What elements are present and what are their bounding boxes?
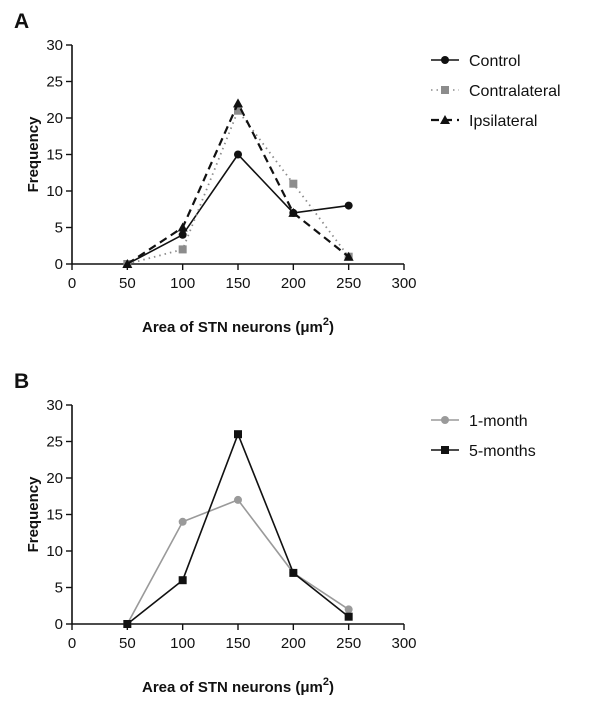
y-tick-label: 15: [46, 507, 63, 524]
data-point-contralateral: [289, 179, 298, 188]
panel-label-a: A: [14, 10, 30, 33]
x-tick-label: 0: [68, 275, 76, 292]
y-tick-label: 20: [46, 110, 63, 127]
data-point-ipsilateral: [122, 259, 133, 268]
legend-marker: [440, 115, 450, 124]
y-tick-label: 20: [46, 470, 63, 487]
y-tick-label: 25: [46, 434, 63, 451]
y-axis-title: Frequency: [25, 116, 42, 193]
data-point-1-month: [234, 495, 242, 504]
series-line-1-month: [126, 498, 350, 625]
x-tick-label: 300: [391, 275, 416, 292]
legend-marker: [441, 56, 449, 64]
panel-label-b: B: [14, 370, 30, 393]
series-line-control: [126, 153, 349, 265]
x-tick-label: 50: [119, 275, 136, 292]
x-tick-label: 300: [391, 635, 416, 652]
data-point-control: [344, 201, 353, 210]
legend-label: 1-month: [469, 413, 528, 430]
data-point-ipsilateral: [233, 98, 243, 108]
panel-a: A 0 5 10 15 20 25 30 0 50 100 150 200 250 300 Frequenc…: [0, 0, 602, 345]
y-tick-label: 10: [46, 543, 63, 560]
data-point-1-month: [344, 605, 353, 614]
y-tick-label: 30: [46, 397, 63, 414]
x-tick-label: 0: [68, 635, 76, 652]
y-tick-label: 25: [46, 74, 63, 91]
x-tick-label: 150: [225, 635, 250, 652]
data-point-5-months: [344, 612, 353, 621]
y-tick-label: 15: [46, 147, 63, 164]
data-point-1-month: [178, 517, 187, 526]
x-tick-label: 200: [281, 275, 306, 292]
y-tick-label: 30: [46, 37, 63, 54]
x-tick-label: 200: [281, 635, 306, 652]
data-point-5-months: [123, 620, 132, 628]
series-line-5-months: [126, 431, 350, 625]
x-tick-label: 250: [336, 635, 361, 652]
legend-marker: [441, 416, 449, 424]
x-axis-title: Area of STN neurons (μm2): [142, 676, 334, 696]
y-tick-label: 5: [55, 220, 63, 237]
x-tick-label: 100: [170, 275, 195, 292]
data-point-control: [234, 150, 242, 159]
data-point-control: [178, 230, 187, 239]
legend-marker: [441, 86, 449, 94]
y-tick-label: 0: [55, 616, 63, 633]
data-point-ipsilateral: [343, 251, 354, 261]
y-tick-label: 5: [55, 580, 63, 597]
legend-label: Control: [469, 53, 521, 70]
y-axis-title: Frequency: [25, 476, 42, 553]
x-tick-label: 100: [170, 635, 195, 652]
series-line-ipsilateral: [126, 100, 350, 265]
x-tick-label: 50: [119, 635, 136, 652]
data-point-ipsilateral: [177, 222, 188, 232]
legend-label: Contralateral: [469, 83, 561, 100]
y-tick-label: 0: [55, 256, 63, 273]
legend-label: Ipsilateral: [469, 113, 537, 130]
legend-marker: [441, 446, 449, 454]
data-point-5-months: [234, 430, 242, 439]
panel-b: B 0 5 10 15 20 25 30 0 50 100 150 200 250 300 Frequenc…: [0, 360, 602, 705]
data-point-ipsilateral: [288, 207, 299, 217]
x-tick-label: 150: [225, 275, 250, 292]
data-point-contralateral: [234, 106, 242, 115]
x-tick-label: 250: [336, 275, 361, 292]
legend-label: 5-months: [469, 443, 536, 460]
x-axis-title: Area of STN neurons (μm2): [142, 316, 334, 336]
data-point-5-months: [289, 568, 298, 577]
data-point-5-months: [178, 576, 187, 585]
y-tick-label: 10: [46, 183, 63, 200]
data-point-contralateral: [178, 245, 187, 254]
